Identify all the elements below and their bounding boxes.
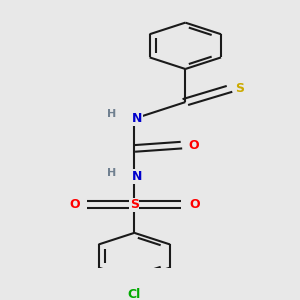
Text: N: N xyxy=(131,112,142,125)
Text: S: S xyxy=(130,198,139,211)
Text: H: H xyxy=(107,109,117,119)
Text: N: N xyxy=(131,170,142,183)
Text: O: O xyxy=(189,198,200,211)
Text: O: O xyxy=(188,139,199,152)
Text: Cl: Cl xyxy=(128,288,141,300)
Text: S: S xyxy=(236,82,244,95)
Text: O: O xyxy=(69,198,80,211)
Text: H: H xyxy=(107,168,117,178)
